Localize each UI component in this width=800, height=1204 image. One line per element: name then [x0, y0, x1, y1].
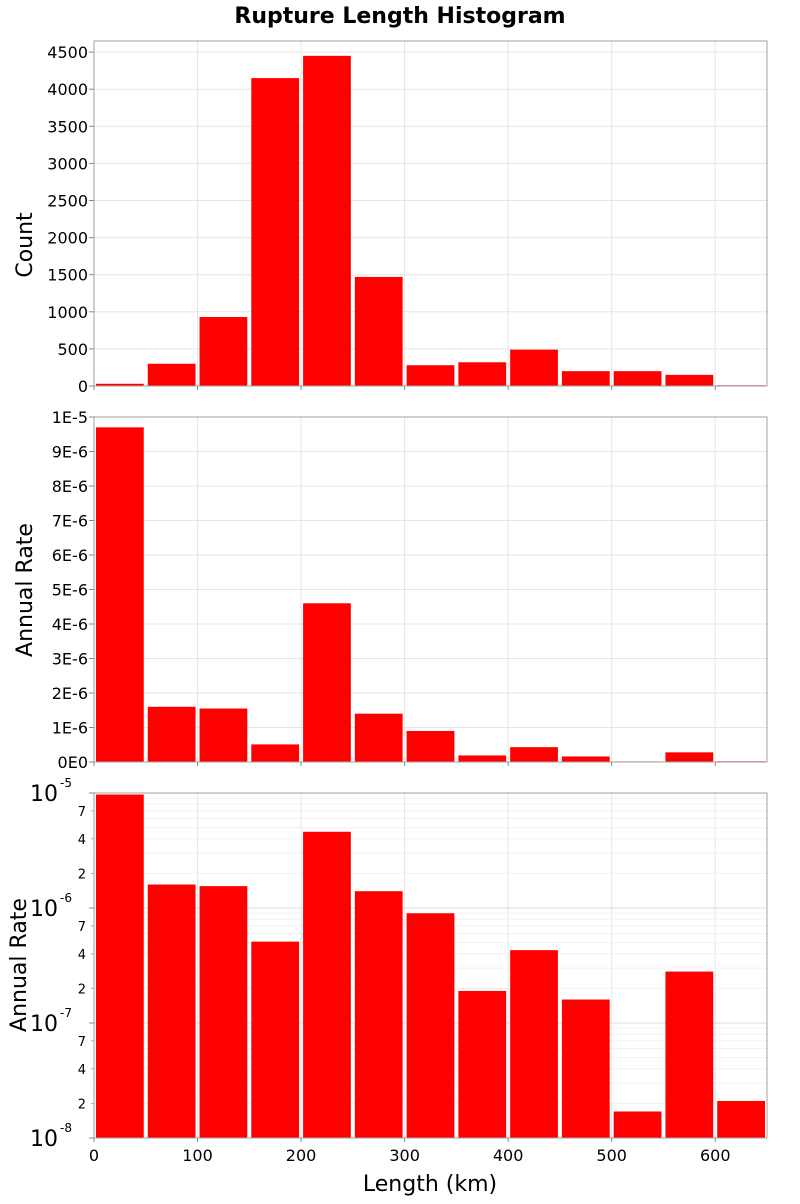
y-tick-label: 3E-6: [52, 650, 88, 669]
histogram-bar: [561, 371, 610, 386]
histogram-bar: [613, 1111, 662, 1138]
y-minor-tick-label: 2: [78, 867, 86, 882]
histogram-bar: [613, 371, 662, 386]
y-minor-tick-label: 2: [78, 1097, 86, 1112]
histogram-bar: [147, 884, 196, 1138]
histogram-bar: [406, 913, 455, 1138]
x-axis-title: Length (km): [363, 1172, 497, 1197]
y-tick-exponent: -7: [60, 1006, 72, 1020]
x-tick-label: 100: [182, 1146, 213, 1165]
histogram-bar: [458, 755, 507, 762]
y-minor-tick-label: 7: [78, 920, 86, 935]
histogram-bar: [251, 744, 300, 762]
y-minor-tick-label: 4: [78, 833, 86, 848]
histogram-bar: [406, 365, 455, 386]
histogram-bar: [406, 730, 455, 762]
y-tick-label: 4500: [47, 43, 88, 62]
histogram-bar: [665, 971, 714, 1138]
histogram-bar: [147, 363, 196, 386]
histogram-bar: [251, 941, 300, 1138]
y-tick-label: 1000: [47, 303, 88, 322]
y-axis-title: Annual Rate: [7, 898, 32, 1032]
histogram-bar: [147, 706, 196, 762]
x-tick-label: 600: [700, 1146, 731, 1165]
y-tick-label: 0E0: [58, 753, 88, 772]
y-tick-label: 1E-5: [52, 408, 88, 427]
y-minor-tick-label: 7: [78, 805, 86, 820]
y-tick-exponent: -6: [60, 891, 72, 905]
x-tick-label: 400: [493, 1146, 524, 1165]
y-tick-label: 2500: [47, 192, 88, 211]
y-tick-label: 8E-6: [52, 477, 88, 496]
histogram-bar: [303, 831, 351, 1138]
histogram-bar: [199, 708, 248, 762]
histogram-bar: [96, 383, 144, 386]
y-tick-label: 4000: [47, 80, 88, 99]
histogram-bar: [665, 374, 714, 386]
y-tick-label: 7E-6: [52, 512, 88, 531]
y-tick-label: 10: [30, 1127, 58, 1152]
y-tick-label: 3000: [47, 154, 88, 173]
histogram-bar: [251, 78, 300, 386]
y-minor-tick-label: 4: [78, 1063, 86, 1078]
y-tick-label: 10: [30, 1012, 58, 1037]
y-minor-tick-label: 7: [78, 1035, 86, 1050]
y-tick-label: 6E-6: [52, 546, 88, 565]
y-tick-label: 10: [30, 782, 58, 807]
x-tick-label: 300: [389, 1146, 420, 1165]
chart-title: Rupture Length Histogram: [234, 4, 565, 29]
y-tick-label: 3500: [47, 117, 88, 136]
y-tick-exponent: -8: [60, 1121, 72, 1135]
histogram-bar: [354, 276, 403, 386]
y-tick-label: 9E-6: [52, 443, 88, 462]
y-tick-label: 0: [78, 377, 88, 396]
y-axis-title: Annual Rate: [13, 523, 38, 657]
histogram-bar: [665, 752, 714, 762]
histogram-bar: [458, 362, 507, 386]
y-tick-label: 500: [57, 340, 88, 359]
histogram-bar: [199, 886, 248, 1138]
y-axis-title: Count: [13, 212, 38, 278]
histogram-bar: [510, 747, 558, 762]
y-tick-label: 1500: [47, 266, 88, 285]
plot-area-border: [93, 40, 768, 387]
y-tick-label: 10: [30, 897, 58, 922]
histogram-bar: [510, 349, 558, 386]
y-tick-label: 5E-6: [52, 581, 88, 600]
histogram-bar: [96, 794, 144, 1138]
x-tick-label: 200: [286, 1146, 317, 1165]
y-minor-tick-label: 2: [78, 982, 86, 997]
histogram-bar: [561, 999, 610, 1138]
histogram-bar: [510, 950, 558, 1138]
y-tick-label: 1E-6: [52, 719, 88, 738]
y-tick-label: 2E-6: [52, 684, 88, 703]
y-tick-label: 4E-6: [52, 615, 88, 634]
y-tick-exponent: -5: [60, 776, 72, 790]
y-tick-label: 2000: [47, 229, 88, 248]
histogram-bar: [303, 55, 351, 386]
y-minor-tick-label: 4: [78, 948, 86, 963]
histogram-bar: [354, 891, 403, 1138]
histogram-bar: [199, 317, 248, 386]
histogram-bar: [717, 1100, 765, 1138]
histogram-bar: [458, 990, 507, 1138]
histogram-bar: [96, 427, 144, 762]
histogram-bar: [303, 603, 351, 762]
histogram-bar: [561, 756, 610, 762]
plot-area-border: [93, 792, 768, 1139]
x-tick-label: 0: [89, 1146, 99, 1165]
x-tick-label: 500: [596, 1146, 627, 1165]
histogram-bar: [354, 713, 403, 762]
